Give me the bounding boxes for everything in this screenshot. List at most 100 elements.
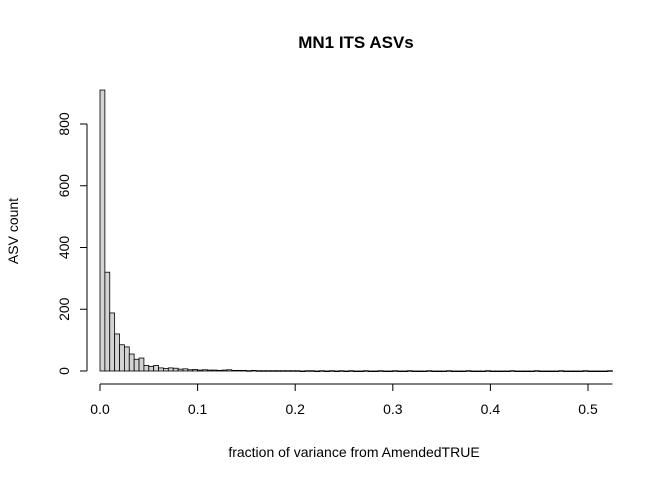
histogram-bar xyxy=(231,369,238,372)
histogram-bar xyxy=(128,353,135,372)
histogram-bar xyxy=(192,369,199,372)
x-tick-label: 0.3 xyxy=(383,401,403,417)
histogram-bar xyxy=(597,370,604,373)
histogram-bar xyxy=(163,368,169,372)
histogram-bar xyxy=(294,370,301,372)
x-tick-label: 0.4 xyxy=(481,401,501,417)
histogram-bar xyxy=(387,370,394,373)
histogram-bar xyxy=(436,370,443,373)
histogram-bar xyxy=(524,370,530,373)
histogram-bar xyxy=(548,370,555,373)
x-axis-label: fraction of variance from AmendedTRUE xyxy=(228,444,479,460)
histogram-bar xyxy=(407,370,413,372)
histogram-bar xyxy=(446,370,452,372)
histogram-bar xyxy=(167,367,174,372)
histogram-bar xyxy=(538,370,545,373)
y-tick-label: 0 xyxy=(56,367,72,375)
histogram-bar xyxy=(348,370,355,372)
histogram-bar xyxy=(607,370,613,372)
histogram-bar xyxy=(455,370,462,373)
histogram-bar xyxy=(421,370,428,373)
histogram-bar xyxy=(363,370,369,372)
histogram-bar xyxy=(260,370,267,372)
histogram-bar xyxy=(119,344,125,372)
histogram-bar xyxy=(309,370,316,372)
y-tick-label: 800 xyxy=(56,112,72,136)
histogram-bar xyxy=(558,370,564,372)
histogram-bar xyxy=(441,370,447,373)
histogram-bar xyxy=(392,370,399,372)
histogram-bar xyxy=(226,369,233,372)
histogram-bar xyxy=(275,370,281,372)
histogram-bar xyxy=(582,370,589,372)
histogram-bar xyxy=(485,370,491,372)
histogram-bar xyxy=(104,271,111,372)
histogram-bar xyxy=(206,369,213,372)
histogram-bar xyxy=(514,370,521,373)
histogram-bar xyxy=(304,370,311,372)
histogram-bar xyxy=(465,370,472,372)
histogram-bar xyxy=(177,368,184,372)
histogram-bar xyxy=(236,369,242,372)
histogram-bar xyxy=(109,312,116,372)
histogram-bar xyxy=(426,370,433,372)
histogram-bar xyxy=(519,370,525,373)
histogram-bar xyxy=(367,370,374,373)
histogram-bar xyxy=(143,365,150,372)
histogram-bar xyxy=(333,370,340,373)
histogram-bar xyxy=(494,370,501,373)
y-tick-label: 400 xyxy=(56,236,72,260)
histogram-bar xyxy=(187,369,194,372)
histogram-bar xyxy=(587,370,594,373)
y-axis: 0 200 400 600 800 xyxy=(56,112,88,375)
x-axis: 0.0 0.1 0.2 0.3 0.4 0.5 xyxy=(90,383,613,417)
histogram-bar xyxy=(563,370,569,373)
histogram-bar xyxy=(99,89,106,372)
histogram-bar xyxy=(533,370,540,372)
histogram-bar xyxy=(314,370,321,373)
histogram-bar xyxy=(211,369,218,372)
x-tick-label: 0.2 xyxy=(285,401,305,417)
histogram-bar xyxy=(114,333,120,372)
histogram-bar xyxy=(138,357,145,372)
histogram-bar xyxy=(377,370,384,372)
histogram-bar xyxy=(148,365,155,372)
y-tick-label: 200 xyxy=(56,297,72,321)
histogram-bar xyxy=(470,370,477,373)
histogram-bar xyxy=(338,370,345,372)
histogram-bar xyxy=(577,370,584,373)
y-axis-label: ASV count xyxy=(5,198,21,264)
histogram-bar xyxy=(172,367,179,372)
histogram-bar xyxy=(499,370,506,373)
histogram-bar xyxy=(153,365,159,372)
histogram-bar xyxy=(343,370,350,373)
y-tick-label: 600 xyxy=(56,174,72,198)
histogram-bar xyxy=(572,370,579,373)
histogram-bar xyxy=(202,369,208,372)
x-tick-label: 0.1 xyxy=(188,401,208,417)
histogram-bar xyxy=(182,368,189,372)
histogram-bar xyxy=(250,369,257,372)
histogram-bar xyxy=(289,370,296,372)
histogram-bar xyxy=(353,370,360,373)
histogram-bar xyxy=(158,367,164,372)
chart-title: MN1 ITS ASVs xyxy=(298,33,414,52)
histogram-bar xyxy=(221,369,228,372)
histogram-bar xyxy=(568,370,574,373)
histogram-bar xyxy=(241,369,247,372)
histogram-bar xyxy=(197,369,203,372)
histogram-bar xyxy=(397,370,403,373)
histogram-bar xyxy=(285,370,291,372)
histogram-bars xyxy=(99,89,613,373)
histogram-bar xyxy=(475,370,482,373)
histogram-bar xyxy=(529,370,535,373)
histogram-bar xyxy=(450,370,457,373)
histogram-bar xyxy=(124,346,130,372)
histogram-bar xyxy=(358,370,364,373)
histogram-bar xyxy=(270,370,277,372)
histogram-bar xyxy=(509,370,516,372)
x-tick-label: 0.0 xyxy=(90,401,110,417)
histogram-bar xyxy=(602,370,608,373)
x-tick-label: 0.5 xyxy=(578,401,598,417)
